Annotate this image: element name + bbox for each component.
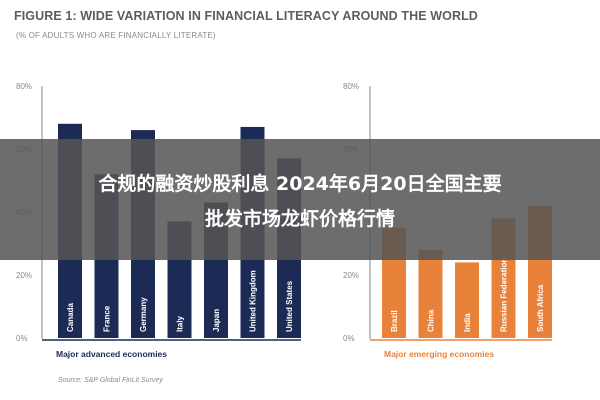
advanced-y-tick-label: 80% bbox=[16, 82, 32, 91]
advanced-category-label: Germany bbox=[139, 297, 148, 332]
emerging-y-tick-label: 80% bbox=[343, 82, 359, 91]
advanced-category-label: United Kingdom bbox=[249, 270, 258, 332]
figure-subtitle: (% OF ADULTS WHO ARE FINANCIALLY LITERAT… bbox=[16, 31, 216, 40]
advanced-y-tick-label: 0% bbox=[16, 334, 28, 343]
emerging-category-label: China bbox=[427, 309, 436, 332]
emerging-bar bbox=[418, 249, 443, 338]
emerging-category-label: South Africa bbox=[536, 284, 545, 332]
emerging-category-label: India bbox=[463, 313, 472, 332]
emerging-group-label: Major emerging economies bbox=[384, 349, 494, 359]
advanced-category-label: United States bbox=[285, 280, 294, 332]
advanced-group-label: Major advanced economies bbox=[56, 349, 167, 359]
overlay-headline: 合规的融资炒股利息 2024年6月20日全国主要 批发市场龙虾价格行情 bbox=[0, 167, 600, 237]
emerging-y-tick-label: 0% bbox=[343, 334, 355, 343]
advanced-category-label: Japan bbox=[212, 309, 221, 332]
source-note: Source: S&P Global FinLit Survey bbox=[58, 377, 163, 384]
advanced-y-tick-label: 20% bbox=[16, 271, 32, 280]
advanced-category-label: Italy bbox=[176, 315, 185, 332]
figure-title: FIGURE 1: WIDE VARIATION IN FINANCIAL LI… bbox=[14, 9, 478, 23]
advanced-category-label: France bbox=[103, 305, 112, 332]
overlay-line-2: 批发市场龙虾价格行情 bbox=[204, 208, 395, 230]
overlay-line-1: 合规的融资炒股利息 2024年6月20日全国主要 bbox=[98, 173, 502, 195]
emerging-category-label: Brazil bbox=[390, 310, 399, 332]
emerging-category-label: Russian Federation bbox=[500, 258, 509, 332]
overlay-banner: 合规的融资炒股利息 2024年6月20日全国主要 批发市场龙虾价格行情 bbox=[0, 139, 600, 260]
emerging-y-tick-label: 20% bbox=[343, 271, 359, 280]
advanced-category-label: Canada bbox=[66, 303, 75, 332]
emerging-bar bbox=[455, 262, 479, 338]
